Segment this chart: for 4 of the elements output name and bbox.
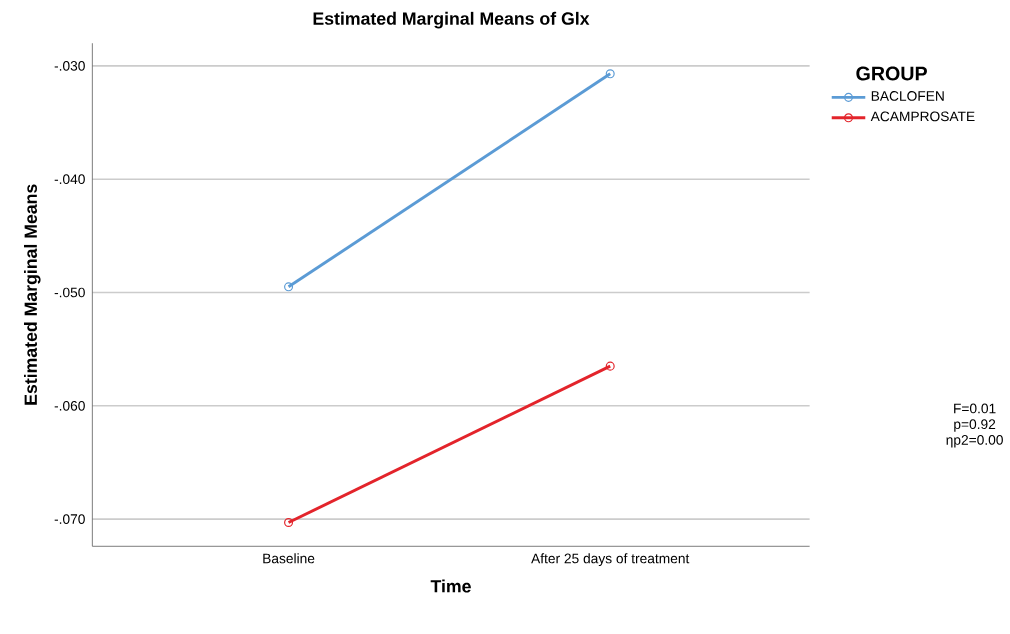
y-axis-title: Estimated Marginal Means [24, 184, 41, 405]
x-axis-title: Time [430, 579, 471, 593]
legend-title: GROUP [856, 66, 927, 81]
chart-title: Estimated Marginal Means of Glx [313, 11, 590, 29]
